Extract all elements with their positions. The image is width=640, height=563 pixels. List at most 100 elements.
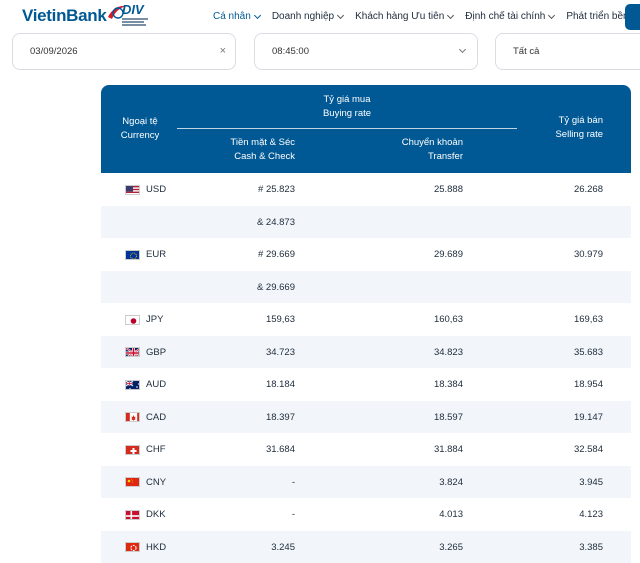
div-badge-subtext: [122, 18, 172, 26]
cash-rate: 18.184: [211, 379, 295, 390]
vietinbank-logo[interactable]: VietinBank: [22, 6, 128, 26]
selling-rate: 32.584: [503, 444, 603, 455]
transfer-rate: 25.888: [363, 184, 463, 195]
transfer-rate: 29.689: [363, 249, 463, 260]
transfer-column-header: Chuyển khoản Transfer: [381, 136, 463, 164]
au-flag-icon: [125, 380, 140, 390]
us-flag-icon: [125, 185, 140, 195]
table-row: JPY 159,63 160,63 169,63: [101, 303, 631, 336]
nav-item-3[interactable]: Định chế tài chính: [465, 11, 554, 22]
cash-rate: 159,63: [211, 314, 295, 325]
main-nav: Cá nhân Doanh nghiệp Khách hàng Ưu tiên Địn…: [213, 11, 640, 22]
selling-rate: 30.979: [503, 249, 603, 260]
currency-code: DKK: [146, 509, 166, 520]
table-row: DKK - 4.013 4.123: [101, 498, 631, 531]
nav-item-label: Định chế tài chính: [465, 11, 545, 22]
transfer-rate: 3.265: [363, 542, 463, 553]
cash-rate: # 25.823: [211, 184, 295, 195]
currency-cell: DKK: [125, 509, 166, 520]
table-row: & 29.669: [101, 271, 631, 304]
nav-item-2[interactable]: Khách hàng Ưu tiên: [355, 11, 453, 22]
eu-flag-icon: [125, 250, 140, 260]
transfer-header-en: Transfer: [381, 150, 463, 164]
cash-rate: # 29.669: [211, 249, 295, 260]
currency-cell: EUR: [125, 249, 166, 260]
time-select[interactable]: 08:45:00: [254, 33, 478, 70]
chevron-down-icon: [254, 11, 261, 18]
scope-select[interactable]: Tất cả: [495, 33, 640, 70]
gb-flag-icon: [125, 347, 140, 357]
corner-action-button[interactable]: [625, 4, 640, 30]
selling-header-en: Selling rate: [521, 128, 603, 142]
currency-header-en: Currency: [119, 129, 161, 143]
currency-code: JPY: [146, 314, 163, 325]
cash-rate: -: [211, 509, 295, 520]
cash-rate: 34.723: [211, 347, 295, 358]
hk-flag-icon: [125, 542, 140, 552]
transfer-header-vi: Chuyển khoản: [381, 136, 463, 150]
currency-code: GBP: [146, 347, 166, 358]
currency-code: AUD: [146, 379, 166, 390]
cash-rate: 18.397: [211, 412, 295, 423]
table-row: EUR # 29.669 29.689 30.979: [101, 238, 631, 271]
scope-value: Tất cả: [513, 46, 539, 57]
clear-icon[interactable]: ×: [220, 45, 226, 57]
top-navigation-bar: VietinBank DIV Cá nhân Doanh nghiệp Khách …: [0, 0, 640, 34]
jp-flag-icon: [125, 315, 140, 325]
cash-rate: 31.684: [211, 444, 295, 455]
div-badge-logo: DIV: [122, 3, 172, 31]
cash-header-en: Cash & Check: [211, 150, 295, 164]
currency-header-vi: Ngoại tệ: [119, 115, 161, 129]
date-field[interactable]: 03/09/2026 ×: [12, 33, 236, 70]
table-row: & 24.873: [101, 206, 631, 239]
transfer-rate: 4.013: [363, 509, 463, 520]
transfer-rate: 160,63: [363, 314, 463, 325]
table-body: USD # 25.823 25.888 26.268 & 24.873 EUR # 29.6…: [101, 173, 631, 563]
currency-code: USD: [146, 184, 166, 195]
buying-header-en: Buying rate: [297, 107, 397, 121]
cash-rate: 3.245: [211, 542, 295, 553]
selling-rate: 26.268: [503, 184, 603, 195]
nav-item-label: Khách hàng Ưu tiên: [355, 11, 444, 22]
buying-header-vi: Tỷ giá mua: [297, 93, 397, 107]
chevron-down-icon: [459, 46, 466, 53]
transfer-rate: 3.824: [363, 477, 463, 488]
cash-rate: & 24.873: [211, 217, 295, 228]
selling-rate: 19.147: [503, 412, 603, 423]
nav-item-1[interactable]: Doanh nghiệp: [272, 11, 343, 22]
selling-rate: 18.954: [503, 379, 603, 390]
table-row: CHF 31.684 31.884 32.584: [101, 433, 631, 466]
selling-rate-header: Tỷ giá bán Selling rate: [521, 114, 603, 142]
transfer-rate: 18.384: [363, 379, 463, 390]
cash-header-vi: Tiền mặt & Séc: [211, 136, 295, 150]
cash-column-header: Tiền mặt & Séc Cash & Check: [211, 136, 295, 164]
currency-code: CAD: [146, 412, 166, 423]
currency-cell: AUD: [125, 379, 166, 390]
table-header: Ngoại tệ Currency Tỷ giá mua Buying rate…: [101, 85, 631, 173]
currency-cell: JPY: [125, 314, 163, 325]
currency-cell: CAD: [125, 412, 166, 423]
nav-item-label: Doanh nghiệp: [272, 11, 334, 22]
chevron-down-icon: [447, 11, 454, 18]
nav-item-label: Cá nhân: [213, 11, 251, 22]
currency-cell: HKD: [125, 542, 166, 553]
selling-rate: 4.123: [503, 509, 603, 520]
selling-header-vi: Tỷ giá bán: [521, 114, 603, 128]
nav-item-0[interactable]: Cá nhân: [213, 11, 260, 22]
cn-flag-icon: [125, 477, 140, 487]
currency-cell: CNY: [125, 477, 166, 488]
div-badge-text: DIV: [122, 3, 172, 16]
selling-rate: 35.683: [503, 347, 603, 358]
transfer-rate: 31.884: [363, 444, 463, 455]
table-row: USD # 25.823 25.888 26.268: [101, 173, 631, 206]
table-row: AUD 18.184 18.384 18.954: [101, 368, 631, 401]
currency-code: CHF: [146, 444, 166, 455]
currency-cell: GBP: [125, 347, 166, 358]
selling-rate: 169,63: [503, 314, 603, 325]
date-value: 03/09/2026: [30, 46, 78, 57]
ca-flag-icon: [125, 412, 140, 422]
chevron-down-icon: [337, 11, 344, 18]
